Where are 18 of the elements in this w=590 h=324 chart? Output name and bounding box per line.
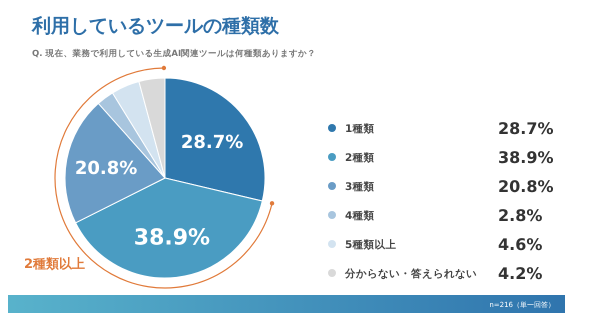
data-label: 28.7%	[180, 132, 244, 153]
data-label: 4.6%	[498, 235, 542, 254]
legend-label: 3種類	[345, 180, 374, 193]
data-label: 20.8%	[74, 158, 138, 179]
data-label: 38.9%	[134, 226, 210, 251]
text: 28.7%	[498, 119, 554, 138]
legend-label: 2種類	[345, 151, 374, 164]
data-label: 4.2%	[498, 264, 542, 283]
legend-label: 4種類	[345, 209, 374, 222]
legend-label: 分からない・答えられない	[344, 267, 477, 280]
text: 2種類以上	[24, 257, 86, 272]
text: 38.9%	[498, 148, 554, 167]
legend-label: 1種類	[345, 122, 374, 135]
chart-subtitle: Q. 現在、業務で利用している生成AI関連ツールは何種類ありますか？	[32, 48, 316, 59]
text: 20.8%	[498, 177, 554, 196]
legend-label: 5種類以上	[345, 238, 396, 251]
data-label: 2.8%	[498, 206, 542, 225]
chart-title: 利用しているツールの種類数	[31, 15, 280, 37]
